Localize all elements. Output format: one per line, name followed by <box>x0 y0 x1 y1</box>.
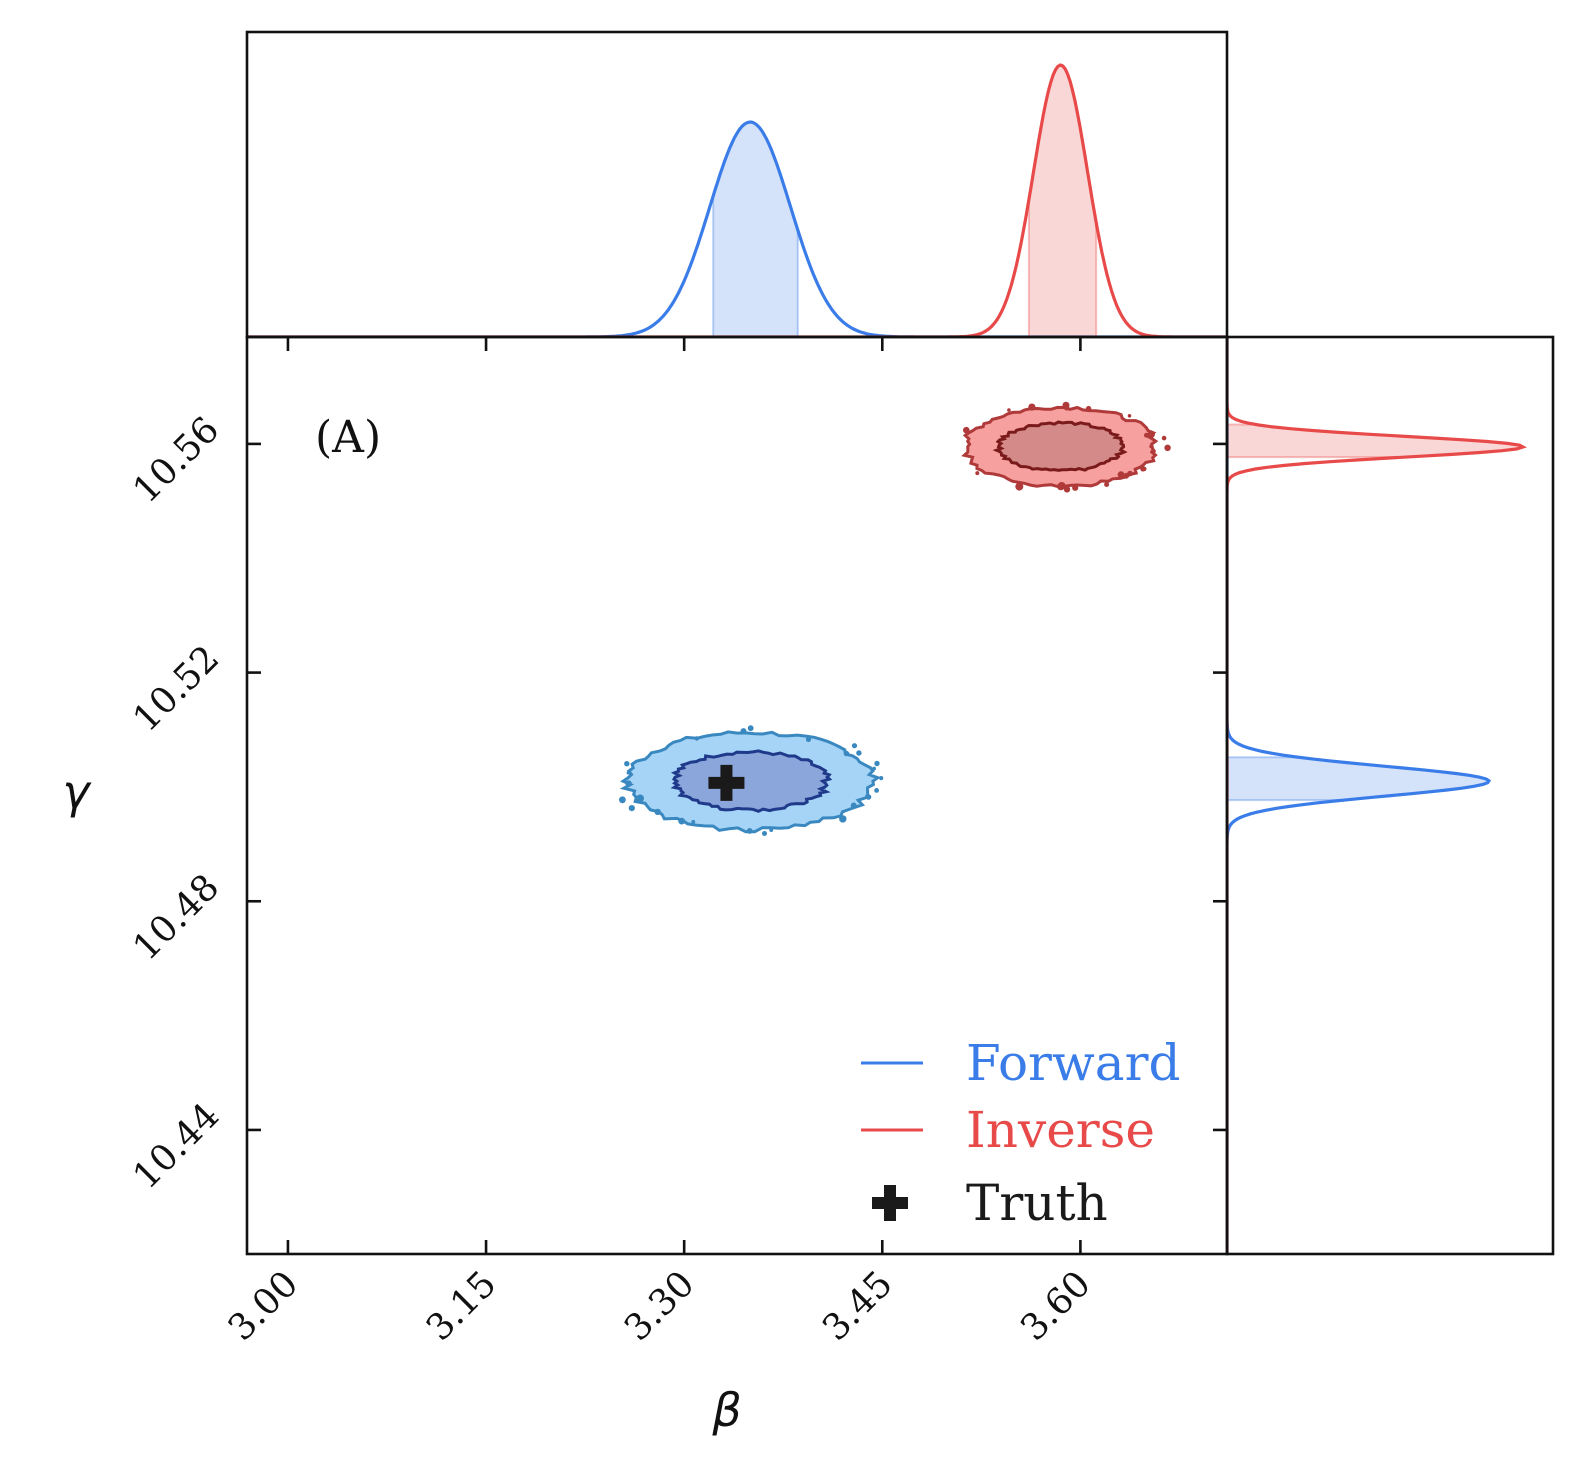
contour-inner-inverse <box>992 420 1128 472</box>
marginal-curve-beta-forward <box>247 120 1227 337</box>
contour-speckle-forward <box>879 776 884 781</box>
legend-marker-truth <box>872 1185 908 1221</box>
contour-speckle-inverse <box>1149 444 1154 449</box>
contour-speckle-inverse <box>1015 482 1024 491</box>
y-tick-label: 10.56 <box>125 409 227 511</box>
contour-speckle-inverse <box>1117 471 1125 479</box>
contour-speckle-forward <box>856 750 862 756</box>
contour-speckle-inverse <box>1072 484 1079 491</box>
contour-speckle-inverse <box>963 426 970 434</box>
contour-speckle-inverse <box>1063 486 1071 493</box>
x-tick-label: 3.60 <box>1013 1263 1099 1349</box>
contour-speckle-forward <box>678 817 686 825</box>
contour-speckle-forward <box>762 831 767 836</box>
contour-speckle-inverse <box>1144 432 1149 438</box>
contour-speckle-forward <box>851 743 858 749</box>
x-axis-label: β <box>711 1383 741 1437</box>
x-tick-label: 3.00 <box>221 1263 307 1349</box>
contour-speckle-forward <box>624 761 630 767</box>
contour-speckle-inverse <box>1064 405 1070 411</box>
joint-panel <box>245 335 1229 1256</box>
contour-speckle-forward <box>872 766 876 771</box>
contour-speckle-forward <box>839 815 847 823</box>
contour-speckle-inverse <box>1164 444 1171 451</box>
contour-speckle-forward <box>746 828 753 834</box>
contour-speckle-inverse <box>1151 448 1156 454</box>
panel-label: (A) <box>315 412 381 463</box>
contour-speckle-forward <box>865 794 872 800</box>
right-marginal-panel <box>1225 335 1555 1256</box>
contour-speckle-forward <box>740 728 747 735</box>
legend-label-truth: Truth <box>966 1174 1108 1232</box>
legend-label-forward: Forward <box>966 1034 1180 1092</box>
contour-speckle-inverse <box>1147 430 1156 438</box>
joint-frame <box>245 335 1229 1256</box>
x-tick-label: 3.45 <box>815 1263 901 1349</box>
marginal-curve-gamma-forward <box>1227 337 1492 1254</box>
contour-speckle-forward <box>619 796 626 804</box>
contour-speckle-forward <box>805 736 812 743</box>
contour-speckle-inverse <box>1161 435 1167 441</box>
x-tick-label: 3.30 <box>617 1263 703 1349</box>
contour-speckle-inverse <box>1123 472 1130 479</box>
top-marginal-panel <box>245 30 1229 339</box>
y-tick-label: 10.52 <box>125 638 227 740</box>
contour-speckle-inverse <box>1057 482 1065 491</box>
y-tick-label: 10.44 <box>125 1095 227 1197</box>
contour-speckle-forward <box>636 794 644 803</box>
contour-speckle-forward <box>874 760 880 767</box>
contour-inner-forward <box>670 749 833 813</box>
truth-marker <box>708 764 745 801</box>
contour-speckle-inverse <box>1127 414 1132 418</box>
contour-speckle-forward <box>843 750 850 757</box>
contour-speckle-forward <box>654 808 661 816</box>
contour-speckle-forward <box>626 770 631 775</box>
marginal-curve-beta-inverse <box>247 63 1227 337</box>
marginal-fill-beta-inverse <box>1027 63 1098 337</box>
contour-speckle-forward <box>694 736 699 741</box>
contour-speckle-forward <box>625 780 632 787</box>
contour-speckle-inverse <box>1085 405 1092 412</box>
legend-label-inverse: Inverse <box>966 1101 1155 1159</box>
contour-speckle-inverse <box>1141 467 1145 472</box>
legend: Forward Inverse Truth <box>861 1034 1180 1232</box>
contour-speckle-inverse <box>1007 408 1011 412</box>
x-tick-label: 3.15 <box>419 1263 505 1349</box>
contour-speckle-forward <box>691 819 696 824</box>
contour-speckle-forward <box>850 802 857 809</box>
contour-speckle-forward <box>628 805 635 812</box>
contour-speckle-inverse <box>975 471 980 476</box>
y-axis-label: γ <box>62 765 92 819</box>
y-tick-label: 10.48 <box>125 867 227 969</box>
contour-speckle-forward <box>769 828 774 832</box>
contour-speckle-forward <box>747 725 754 732</box>
contour-speckle-forward <box>874 788 879 793</box>
contour-speckle-inverse <box>1104 482 1110 487</box>
contour-speckle-inverse <box>1028 403 1036 411</box>
